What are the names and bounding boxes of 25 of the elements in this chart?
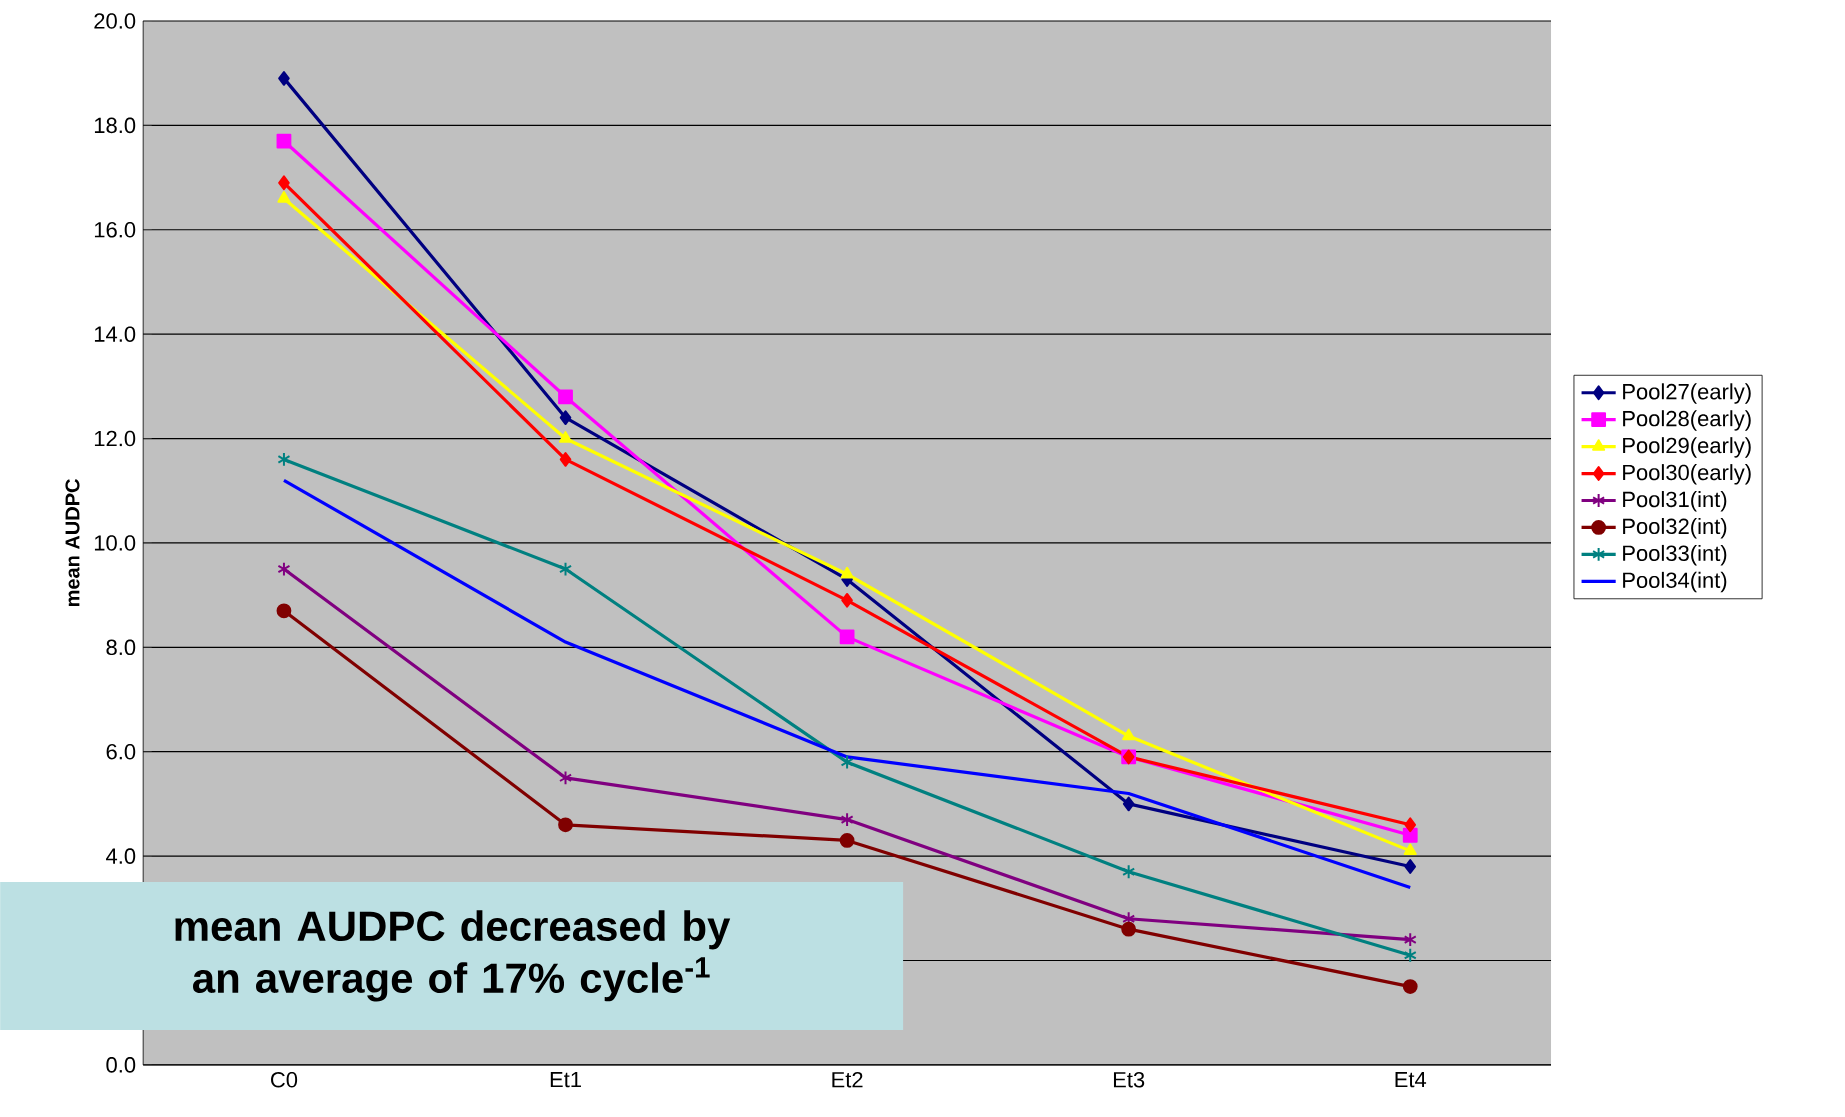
y-tick-label: 20.0 (94, 13, 136, 29)
legend-label: Pool31(int) (1623, 491, 1727, 512)
y-tick-label: 4.0 (106, 848, 136, 864)
y-tick-label: 16.0 (94, 222, 136, 238)
legend-label: Pool27(early) (1623, 383, 1751, 404)
legend-label: Pool33(int) (1623, 544, 1727, 566)
y-tick-label: 14.0 (94, 326, 136, 343)
x-tick-label: C0 (271, 1072, 298, 1088)
annotation: mean AUDPC decreased by an average of 17% cycle$^{-1}$ (175, 910, 731, 1002)
y-tick-label: 10.0 (94, 535, 136, 551)
y-tick-label: 0.0 (106, 1057, 136, 1073)
x-tick-label: Et2 (832, 1072, 863, 1088)
legend-label: Pool29(early) (1623, 437, 1751, 458)
x-tick-label: Et4 (1395, 1072, 1427, 1088)
y-tick-label: 8.0 (106, 639, 136, 656)
legend-label: Pool34(int) (1623, 571, 1727, 593)
y-tick-label: 18.0 (94, 117, 136, 134)
y-tick-label: 6.0 (106, 744, 136, 760)
x-tick-label: Et1 (550, 1072, 581, 1088)
y-axis-title: mean AUDPC (65, 479, 80, 607)
x-tick-label: Et3 (1113, 1072, 1145, 1088)
legend-label: Pool30(early) (1623, 464, 1751, 485)
legend-label: Pool32(int) (1623, 518, 1727, 539)
legend-label: Pool28(early) (1623, 410, 1751, 431)
y-tick-label: 12.0 (94, 430, 136, 447)
